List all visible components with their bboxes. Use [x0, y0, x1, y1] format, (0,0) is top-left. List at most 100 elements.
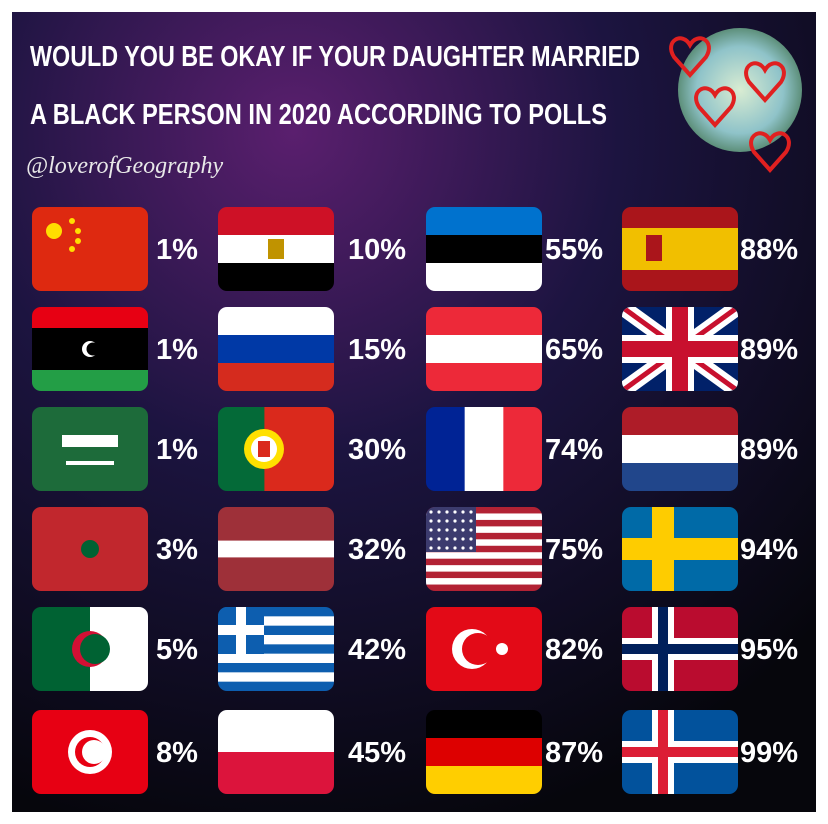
flag-part [218, 681, 334, 691]
flag-shape [32, 407, 148, 491]
flag-part [622, 341, 738, 357]
heart [744, 61, 786, 104]
flag-part [218, 207, 334, 236]
flag [32, 307, 148, 391]
heart [694, 86, 736, 129]
flag-part [426, 307, 542, 336]
flag-part [622, 407, 738, 436]
flag-part [445, 546, 449, 550]
flag-part [426, 766, 542, 794]
flag-shape [32, 607, 148, 691]
flag-part [426, 507, 542, 514]
flag-part [426, 532, 542, 540]
flag-part [445, 528, 449, 532]
percentage: 32% [348, 534, 406, 566]
percentage: 94% [740, 534, 798, 566]
percentage: 45% [348, 737, 406, 769]
credit: @loverofGeography [26, 153, 223, 179]
flag-part [86, 342, 100, 356]
flag [426, 607, 542, 691]
flag [32, 407, 148, 491]
flag-part [69, 218, 75, 224]
flag-part [66, 461, 114, 465]
percentage: 1% [156, 334, 198, 366]
percentage: 10% [348, 234, 406, 266]
flag [622, 607, 738, 691]
flag-part [62, 435, 118, 447]
flag-shape [426, 207, 542, 291]
percentage: 1% [156, 234, 198, 266]
flag-part [426, 363, 542, 391]
flag-part [218, 663, 334, 673]
percentage: 82% [545, 634, 603, 666]
flag-part [453, 519, 457, 523]
percentage: 95% [740, 634, 798, 666]
percentage: 42% [348, 634, 406, 666]
flag [218, 607, 334, 691]
percentage: 8% [156, 737, 198, 769]
flag [426, 507, 542, 591]
percentage: 65% [545, 334, 603, 366]
flag-shape [622, 710, 738, 794]
title-line: WOULD YOU BE OKAY IF YOUR DAUGHTER MARRI… [30, 41, 640, 73]
flag-part [82, 740, 106, 764]
percentage: 87% [545, 737, 603, 769]
flag-part [496, 643, 508, 655]
flag-part [426, 519, 542, 527]
flag-part [218, 557, 334, 591]
flag [218, 710, 334, 794]
flag [426, 710, 542, 794]
flag-part [622, 270, 738, 291]
flag-shape [32, 307, 148, 391]
flag [218, 207, 334, 291]
heart [749, 131, 791, 174]
flag-part [218, 625, 264, 635]
heart [669, 36, 711, 79]
flag-part [462, 633, 494, 665]
percentage: 5% [156, 634, 198, 666]
flag-part [32, 407, 148, 491]
flag-shape [622, 607, 738, 691]
flag-part [218, 710, 334, 753]
flag-part [218, 607, 334, 617]
flag-part [258, 441, 270, 457]
flag-shape [218, 710, 334, 794]
flag-part [445, 519, 449, 523]
flag-part [426, 207, 542, 236]
flag-shape [32, 507, 148, 591]
flag-part [453, 537, 457, 541]
flag [426, 307, 542, 391]
flag-part [461, 546, 465, 550]
flag-shape [32, 207, 148, 291]
globe-logo [669, 28, 802, 174]
flag-part [32, 370, 148, 391]
flag-part [429, 537, 433, 541]
flag-shape [218, 507, 334, 591]
flag-part [426, 263, 542, 291]
flag-shape [622, 407, 738, 491]
flag-part [218, 616, 334, 627]
flag [622, 207, 738, 291]
flag-shape [622, 307, 738, 391]
flag-part [622, 228, 738, 271]
flag-part [445, 510, 449, 514]
flag-part [426, 539, 542, 547]
flag-part [429, 528, 433, 532]
flag-part [503, 407, 542, 491]
flag-shape [426, 307, 542, 391]
flag [622, 710, 738, 794]
flag-part [622, 538, 738, 560]
flag-part [218, 540, 334, 558]
flag-part [218, 635, 334, 645]
flag-part [46, 223, 62, 239]
flag-part [437, 546, 441, 550]
flag-part [437, 537, 441, 541]
flag-shape [622, 507, 738, 591]
flag-part [622, 747, 738, 757]
flag-part [469, 519, 473, 523]
flag-part [429, 519, 433, 523]
flag [32, 207, 148, 291]
flag-part [426, 558, 542, 566]
flag-part [426, 507, 476, 552]
